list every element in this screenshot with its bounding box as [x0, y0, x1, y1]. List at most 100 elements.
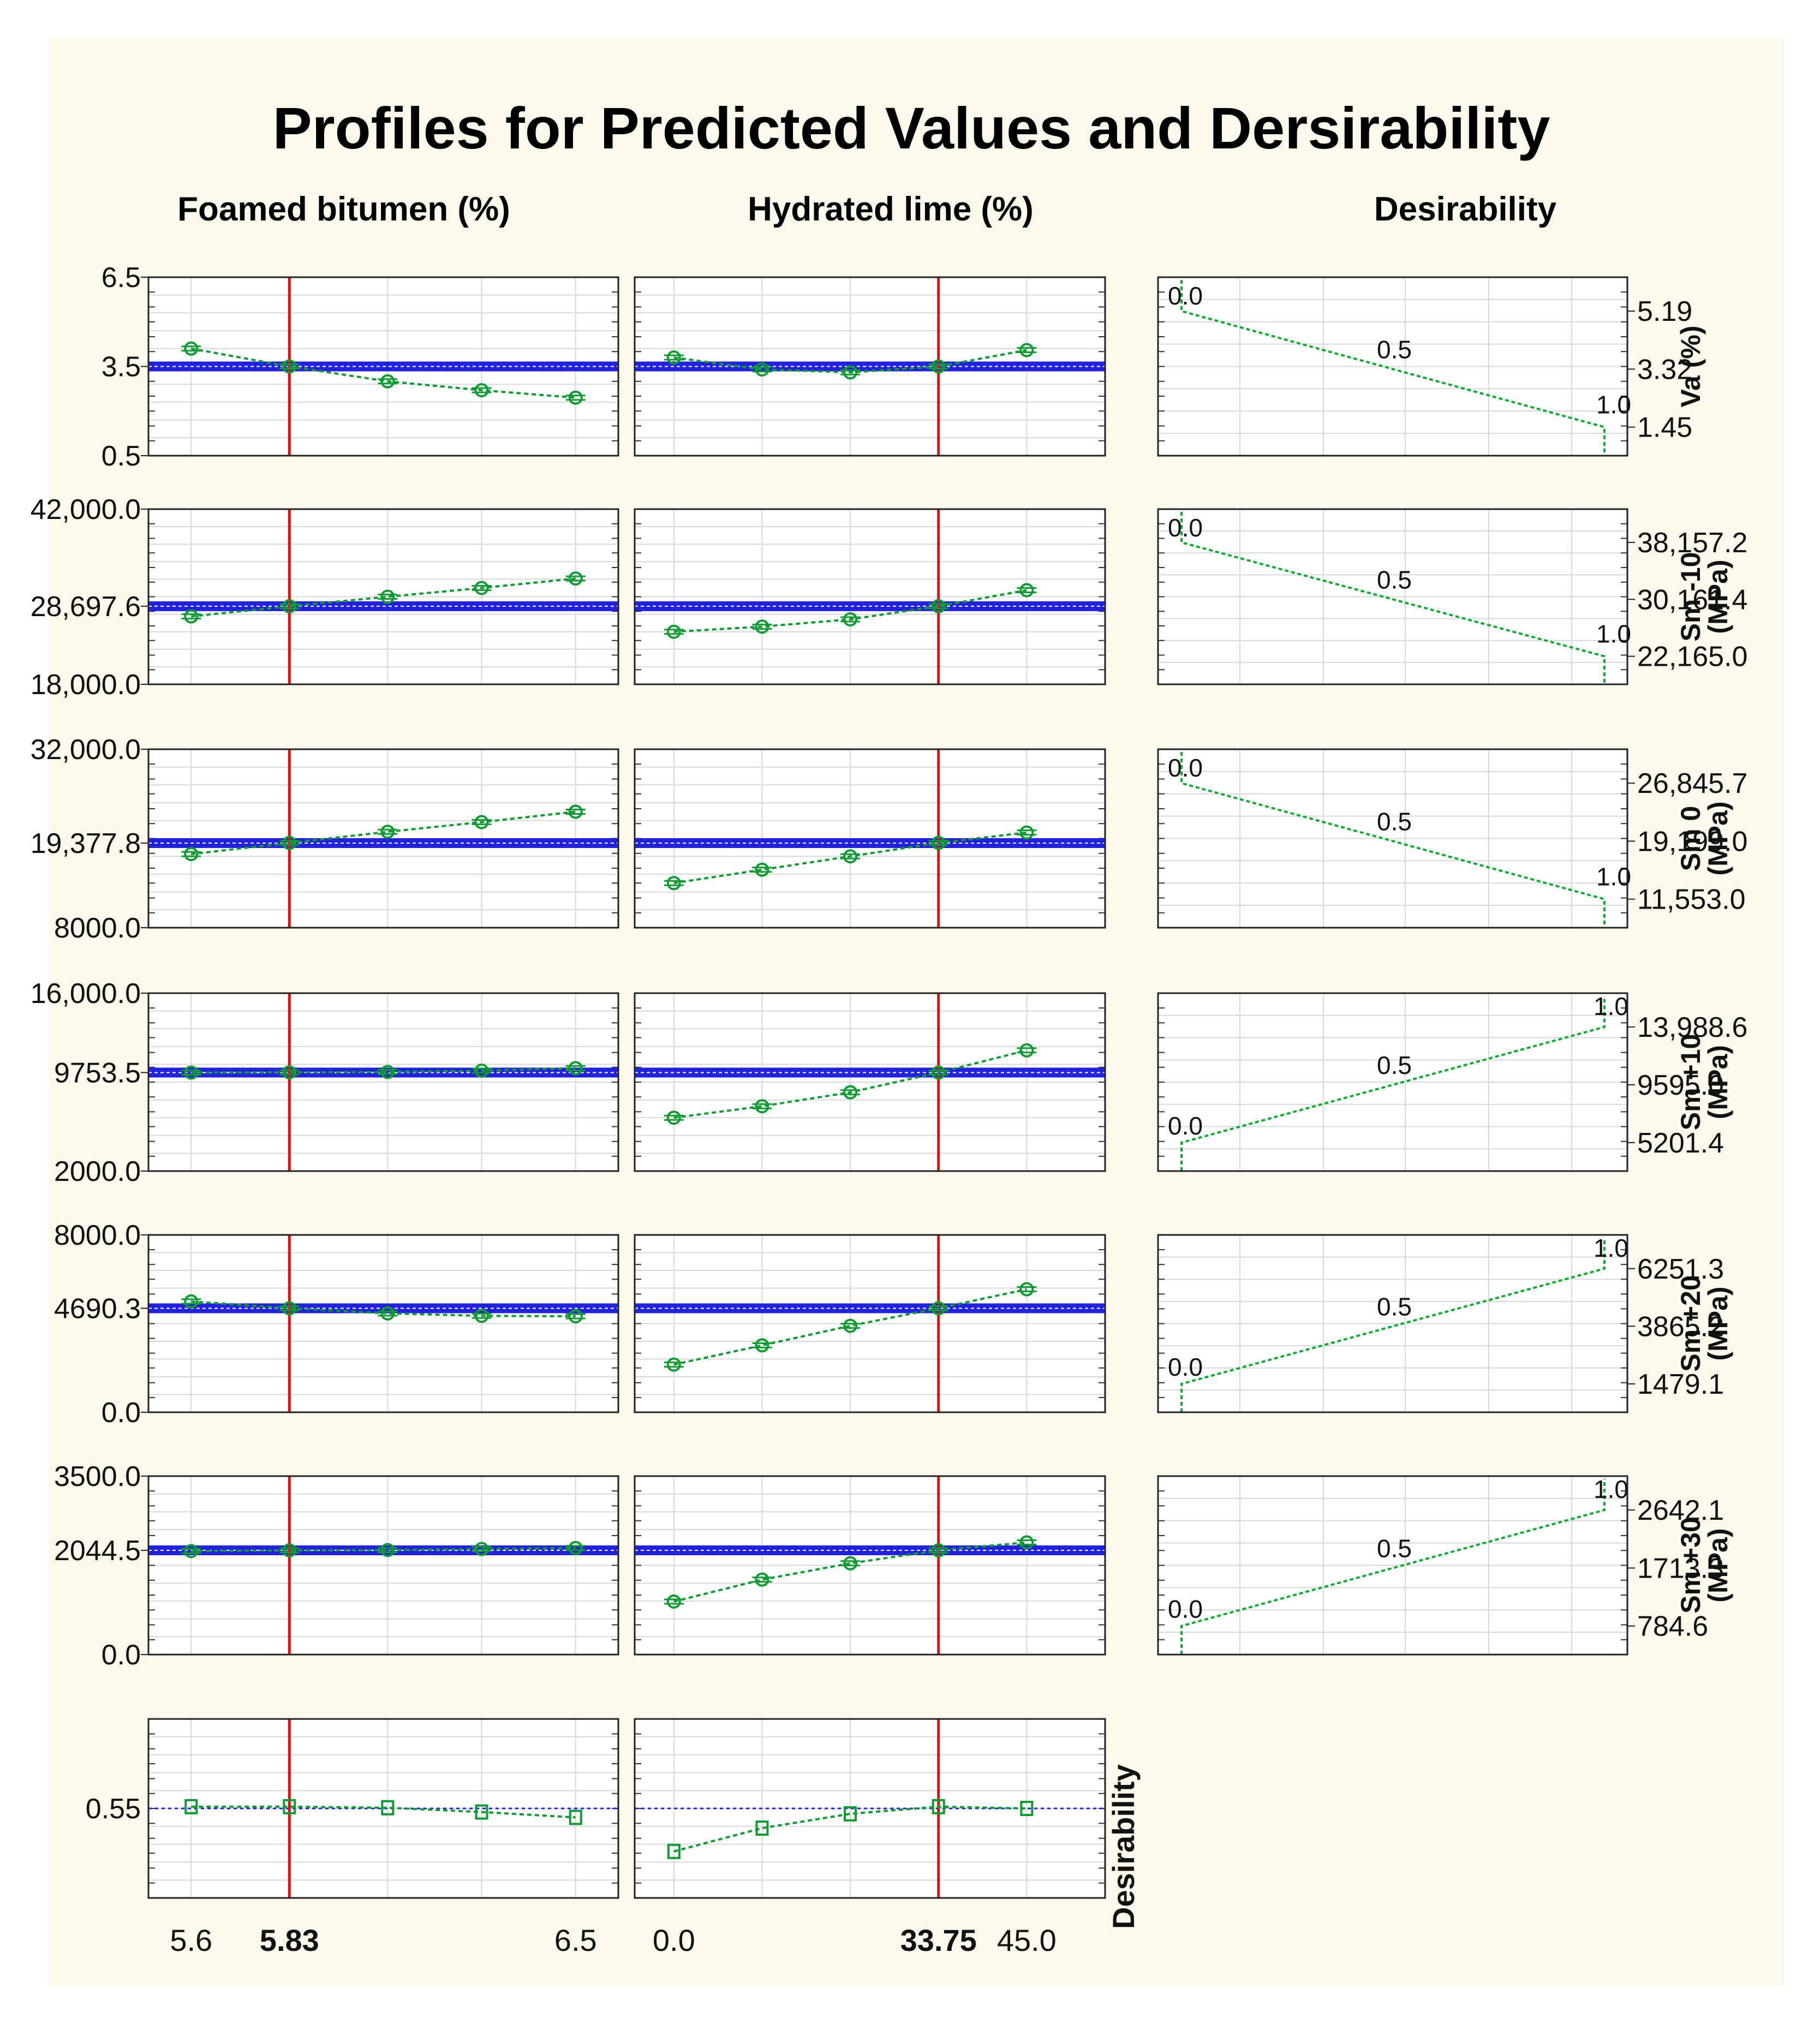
row-6-foamed-bitumen-point — [474, 1542, 489, 1556]
row-1-hydrated-lime-profile-line — [673, 349, 1027, 374]
desirability-row-foamed-bitumen-point — [569, 1810, 582, 1825]
row-6-desirability-one-label: 1.0 — [1594, 1475, 1628, 1503]
row-1-desirability-value-label: 1.45 — [1637, 412, 1692, 444]
row-3-desirability-one-label: 1.0 — [1596, 863, 1631, 891]
row-6-foamed-bitumen-profile-line — [191, 1547, 576, 1553]
row-2-hydrated-lime-frame — [634, 508, 1106, 685]
row-6-response-unit: (MPa) — [1703, 1528, 1733, 1602]
row-5-foamed-bitumen-point — [568, 1309, 583, 1324]
desirability-row-foamed-bitumen-point — [184, 1799, 198, 1814]
desirability-row-y-tick-label: 0.55 — [86, 1793, 141, 1825]
row-4-y-tick-label: 2000.0 — [54, 1156, 141, 1187]
desirability-row-foamed-bitumen-frame — [147, 1718, 619, 1899]
row-6-desirability-frame — [1157, 1475, 1628, 1656]
row-3-foamed-bitumen-point — [568, 804, 583, 819]
row-2-foamed-bitumen-point — [282, 599, 297, 613]
row-1-desirability-value-label: 3.32 — [1637, 354, 1692, 385]
x-tick-label-hydrated-lime: 45.0 — [997, 1923, 1057, 1957]
row-3-foamed-bitumen-profile-line — [191, 810, 576, 856]
row-2-foamed-bitumen-point — [474, 581, 489, 595]
row-4-response-unit: (MPa) — [1703, 1045, 1733, 1119]
row-1-hydrated-lime-frame — [634, 276, 1106, 457]
row-5-desirability-frame — [1157, 1234, 1628, 1413]
chart-title: Profiles for Predicted Values and Dersir… — [273, 95, 1550, 161]
row-4-desirability-value-label: 9595.0 — [1637, 1070, 1724, 1101]
row-3-foamed-bitumen-frame — [147, 748, 619, 929]
row-1-desirability-half-label: 0.5 — [1377, 335, 1412, 363]
row-1-foamed-bitumen-point — [474, 383, 489, 398]
row-5-hydrated-lime-point — [666, 1357, 681, 1372]
row-2-hydrated-lime-point — [843, 612, 858, 626]
desirability-row-hydrated-lime-point — [844, 1806, 857, 1822]
row-5-hydrated-lime-point — [931, 1301, 946, 1316]
row-6-foamed-bitumen-frame — [147, 1475, 619, 1656]
x-tick-label-foamed-bitumen: 5.83 — [260, 1923, 319, 1957]
row-4-desirability-zero-label: 0.0 — [1168, 1112, 1203, 1140]
row-3-hydrated-lime-profile-line — [673, 831, 1027, 885]
row-3-hydrated-lime-frame — [634, 748, 1106, 929]
row-4-desirability-frame — [1157, 992, 1628, 1172]
row-1-y-tick-label: 3.5 — [102, 351, 141, 383]
row-4-hydrated-lime-profile-line — [673, 1049, 1027, 1119]
row-2-desirability-half-label: 0.5 — [1377, 565, 1412, 594]
desirability-row-hydrated-lime-point — [755, 1820, 769, 1836]
row-6-foamed-bitumen-point — [568, 1541, 583, 1555]
row-4-y-tick-label: 16,000.0 — [31, 978, 141, 1010]
row-4-desirability-value-label: 13,988.6 — [1637, 1012, 1747, 1043]
row-3-desirability-value-label: 19,199.0 — [1637, 826, 1747, 857]
row-3-foamed-bitumen-point — [282, 835, 297, 850]
row-4-hydrated-lime-point — [931, 1065, 946, 1080]
column-header-hydrated-lime: Hydrated lime (%) — [748, 190, 1034, 228]
row-4-desirability-half-label: 0.5 — [1377, 1051, 1412, 1079]
row-3-hydrated-lime-point — [843, 849, 858, 864]
desirability-row-foamed-bitumen-profile-line — [191, 1805, 576, 1819]
column-header-desirability: Desirability — [1374, 190, 1557, 228]
profile-plots: 6.5 3.5 0.5 0.0 1.0 0.5 5.19 3.32 1.45 Va (%) 42,0… — [31, 262, 1748, 1957]
row-1-foamed-bitumen-point — [380, 374, 395, 389]
row-1-hydrated-lime-point — [843, 365, 858, 380]
row-6-y-tick-label: 3500.0 — [54, 1461, 141, 1492]
row-4-hydrated-lime-point — [666, 1110, 681, 1125]
row-3-foamed-bitumen-point — [184, 847, 199, 862]
row-2-y-tick-label: 18,000.0 — [31, 669, 141, 701]
row-5-y-tick-label: 4690.3 — [54, 1293, 141, 1324]
row-3-foamed-bitumen-point — [380, 825, 395, 839]
row-5-y-tick-label: 8000.0 — [54, 1220, 141, 1251]
column-header-foamed-bitumen: Foamed bitumen (%) — [177, 190, 510, 228]
row-3-hydrated-lime-point — [755, 862, 769, 877]
row-6-desirability-half-label: 0.5 — [1377, 1534, 1412, 1562]
row-4-desirability-function — [1180, 996, 1606, 1171]
row-5-desirability-value-label: 6251.3 — [1637, 1253, 1724, 1285]
row-3-desirability-half-label: 0.5 — [1377, 807, 1412, 835]
row-2-desirability-value-label: 22,165.0 — [1637, 641, 1747, 673]
row-1-foamed-bitumen-point — [184, 341, 199, 356]
row-5-desirability-value-label: 3865.2 — [1637, 1311, 1724, 1342]
row-1-y-tick-label: 0.5 — [102, 440, 141, 472]
row-4-foamed-bitumen-point — [568, 1061, 583, 1076]
row-5-foamed-bitumen-point — [282, 1301, 297, 1316]
row-4-response-name: Sm +10 — [1675, 1034, 1706, 1131]
row-4-foamed-bitumen-point — [380, 1065, 395, 1079]
row-1-hydrated-lime-point — [666, 350, 681, 365]
row-2-foamed-bitumen-frame — [147, 508, 619, 685]
row-2-foamed-bitumen-point — [184, 609, 199, 624]
row-1-foamed-bitumen-point — [568, 390, 583, 405]
row-6-y-tick-label: 0.0 — [102, 1639, 141, 1671]
desirability-row-hydrated-lime-frame — [634, 1718, 1106, 1899]
row-3-desirability-zero-label: 0.0 — [1168, 754, 1203, 782]
row-2-desirability-value-label: 38,157.2 — [1637, 527, 1747, 559]
row-6-hydrated-lime-point — [931, 1543, 946, 1558]
row-6-hydrated-lime-point — [666, 1594, 681, 1609]
row-6-response-label: Sm +30(MPa) — [1675, 1517, 1733, 1614]
row-6-hydrated-lime-point — [843, 1556, 858, 1571]
row-6-foamed-bitumen-point — [380, 1543, 395, 1557]
row-1-y-tick-label: 6.5 — [102, 262, 141, 294]
row-4-foamed-bitumen-profile-line — [191, 1067, 576, 1074]
row-6-hydrated-lime-point — [1019, 1535, 1034, 1550]
row-3-desirability-function — [1180, 752, 1606, 928]
row-2-desirability-zero-label: 0.0 — [1168, 514, 1203, 542]
row-2-y-tick-label: 42,000.0 — [31, 494, 141, 526]
row-2-foamed-bitumen-point — [380, 589, 395, 604]
row-5-desirability-half-label: 0.5 — [1377, 1292, 1412, 1321]
